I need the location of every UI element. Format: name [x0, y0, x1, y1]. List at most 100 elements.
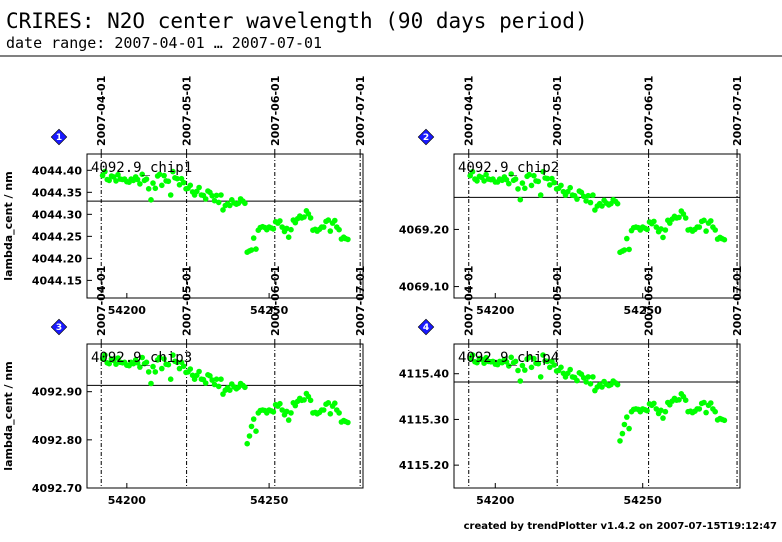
data-point: [515, 367, 521, 374]
data-point: [220, 207, 226, 213]
data-point: [644, 226, 650, 233]
data-point: [196, 368, 202, 375]
data-point: [174, 359, 180, 366]
data-point: [187, 182, 194, 189]
panel-badge-number: 4: [423, 323, 429, 333]
data-point: [102, 352, 108, 358]
data-point: [517, 196, 524, 203]
data-point: [137, 181, 143, 187]
plot-frame: [453, 343, 741, 489]
data-point: [215, 383, 222, 390]
date-tick-label: 2007-05-01: [181, 76, 194, 146]
data-point: [102, 168, 108, 175]
data-point: [307, 215, 314, 221]
y-tick-label: 4044.35: [32, 186, 82, 199]
data-point: [148, 197, 154, 203]
date-tick-label: 2007-05-01: [551, 76, 564, 146]
data-point: [137, 364, 143, 370]
data-point: [279, 224, 286, 230]
data-point: [159, 365, 165, 372]
data-point: [676, 214, 682, 221]
data-point: [283, 408, 290, 415]
chart-panel-1: 2007-04-01 2007-05-01 2007-06-01 2007-07-01…: [2, 76, 367, 317]
data-point: [156, 354, 163, 361]
data-point: [701, 217, 707, 224]
data-point: [682, 215, 689, 221]
data-point: [599, 384, 605, 390]
x-tick-label: 54250: [250, 494, 289, 507]
data-point: [506, 180, 512, 187]
data-series: [467, 352, 728, 444]
x-tick-label: 54200: [476, 494, 515, 507]
data-point: [537, 374, 544, 380]
data-point: [474, 359, 480, 366]
data-point: [512, 176, 519, 182]
data-point: [624, 235, 630, 242]
data-point: [574, 196, 580, 202]
data-point: [170, 352, 176, 358]
data-point: [152, 185, 159, 192]
data-point: [558, 182, 564, 189]
data-point: [580, 193, 587, 200]
data-point: [574, 377, 580, 384]
y-tick-label: 4044.15: [32, 274, 82, 287]
data-point: [526, 354, 532, 361]
data-point: [336, 226, 342, 233]
data-point: [213, 192, 220, 199]
data-point: [165, 361, 172, 368]
data-point: [626, 425, 632, 432]
y-axis-label: lambda_cent / nm: [2, 171, 15, 280]
data-point: [242, 384, 248, 391]
data-point: [653, 406, 660, 412]
data-point: [703, 409, 709, 416]
data-point: [345, 419, 351, 426]
data-point: [626, 246, 632, 253]
data-point: [651, 218, 657, 225]
data-point: [721, 417, 728, 424]
data-point: [143, 176, 150, 182]
data-point: [503, 359, 510, 365]
data-point: [301, 214, 307, 220]
data-point: [614, 381, 621, 388]
y-tick-label: 4115.40: [399, 368, 449, 381]
data-point: [567, 366, 573, 373]
data-point: [307, 397, 314, 404]
data-point: [320, 407, 327, 413]
date-tick-label: 2007-07-01: [731, 76, 744, 146]
data-point: [712, 408, 718, 415]
data-point: [512, 358, 519, 365]
data-point: [540, 352, 546, 358]
data-point: [522, 185, 528, 192]
data-point: [481, 360, 487, 367]
data-point: [662, 227, 669, 233]
data-point: [170, 168, 176, 175]
y-tick-label: 4115.30: [399, 413, 449, 426]
data-point: [651, 400, 657, 407]
data-point: [283, 225, 290, 232]
data-point: [174, 175, 180, 182]
data-point: [218, 376, 224, 383]
page-title: CRIRES: N2O center wavelength (90 days p…: [6, 9, 588, 33]
panel-label: 4092.9_chip3: [91, 350, 192, 366]
data-point: [248, 247, 255, 253]
data-point: [113, 178, 119, 184]
data-point: [519, 362, 526, 369]
data-point: [708, 218, 714, 224]
date-tick-label: 2007-05-01: [551, 266, 564, 336]
data-point: [721, 236, 728, 243]
data-point: [658, 407, 664, 414]
data-point: [703, 228, 709, 234]
y-tick-label: 4044.20: [32, 252, 82, 265]
data-point: [253, 246, 259, 252]
data-point: [483, 171, 489, 178]
data-point: [660, 415, 666, 421]
data-point: [325, 217, 332, 223]
data-point: [583, 198, 589, 204]
data-point: [202, 380, 209, 386]
data-point: [207, 373, 213, 379]
data-point: [531, 355, 537, 362]
data-point: [209, 193, 215, 199]
data-point: [150, 180, 156, 186]
date-tick-label: 2007-06-01: [269, 76, 282, 146]
data-point: [526, 171, 532, 178]
